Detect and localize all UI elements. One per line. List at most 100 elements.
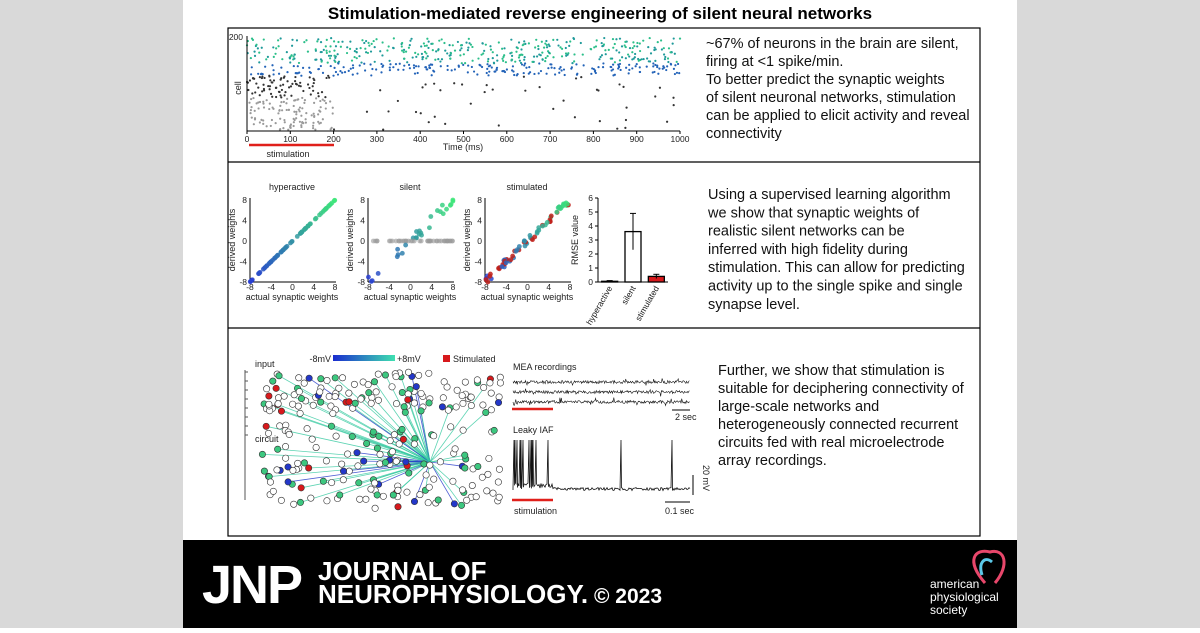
spike [326, 39, 328, 41]
spike [350, 68, 352, 70]
node [274, 446, 280, 452]
stimulation-label: stimulation [266, 149, 309, 159]
spike [604, 49, 606, 51]
spike [511, 59, 513, 61]
spike [531, 61, 533, 63]
spike [427, 55, 429, 57]
spike [503, 47, 505, 49]
spike [365, 40, 367, 42]
node [389, 384, 395, 390]
point [388, 239, 393, 244]
spike [427, 47, 429, 49]
spike [601, 42, 603, 44]
spike [568, 45, 570, 47]
node [286, 431, 292, 437]
spike [260, 73, 262, 75]
node [374, 445, 380, 451]
spike [413, 64, 415, 66]
node [313, 444, 319, 450]
spike [565, 47, 567, 49]
spike [256, 102, 258, 104]
spike [294, 80, 296, 82]
spike [291, 45, 293, 47]
spike [322, 99, 324, 101]
spike [252, 77, 254, 79]
spike [392, 47, 394, 49]
spike [319, 100, 321, 102]
spike [440, 65, 442, 67]
point [376, 271, 381, 276]
node [263, 386, 269, 392]
spike [305, 112, 307, 114]
spike [352, 67, 354, 69]
spike [414, 72, 416, 74]
point [439, 239, 444, 244]
spike [462, 64, 464, 66]
y-tick-label: 3 [588, 235, 593, 245]
spike [432, 70, 434, 72]
spike [495, 68, 497, 70]
node [382, 372, 388, 378]
spike [283, 77, 285, 79]
spike [523, 72, 525, 74]
point [275, 253, 280, 258]
spike [301, 107, 303, 109]
spike [371, 43, 373, 45]
spike [279, 118, 281, 120]
spike [601, 54, 603, 56]
spike [332, 107, 334, 109]
spike [334, 57, 336, 59]
spike [518, 56, 520, 58]
spike [558, 72, 560, 74]
spike [254, 110, 256, 112]
y-tick-label: 0 [360, 236, 365, 246]
spike [444, 50, 446, 52]
spike [627, 53, 629, 55]
node [324, 377, 330, 383]
spike [432, 43, 434, 45]
node [437, 459, 443, 465]
node [366, 389, 372, 395]
node [358, 396, 364, 402]
spike [639, 50, 641, 52]
spike [275, 96, 277, 98]
node [296, 389, 302, 395]
point [283, 245, 288, 250]
circuit-label: circuit [255, 434, 279, 444]
spike [344, 71, 346, 73]
spike [251, 66, 253, 68]
spike [282, 127, 284, 129]
spike [486, 72, 488, 74]
node [496, 494, 502, 500]
spike [591, 67, 593, 69]
spike [254, 91, 256, 93]
node [282, 455, 288, 461]
spike [487, 74, 489, 76]
node [382, 459, 388, 465]
side-bg [0, 0, 183, 628]
spike [335, 45, 337, 47]
spike [467, 47, 469, 49]
spike [453, 82, 455, 84]
y-tick-label: 5 [588, 207, 593, 217]
spike [338, 61, 340, 63]
node [328, 479, 334, 485]
point [513, 249, 518, 254]
spike [654, 95, 656, 97]
node [390, 492, 396, 498]
point [324, 206, 329, 211]
spike [535, 39, 537, 41]
spike [431, 74, 433, 76]
spike [669, 51, 671, 53]
spike [490, 49, 492, 51]
point [484, 277, 489, 282]
spike [636, 63, 638, 65]
node [413, 383, 419, 389]
spike [281, 89, 283, 91]
spike [489, 45, 491, 47]
point [270, 258, 275, 263]
spike [388, 60, 390, 62]
paragraph-line: can be applied to elicit activity and re… [706, 108, 970, 124]
spike [330, 55, 332, 57]
point [396, 252, 401, 257]
